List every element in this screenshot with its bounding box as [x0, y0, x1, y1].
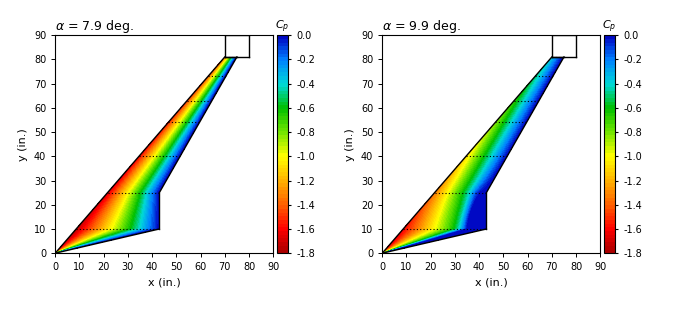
- Text: $\alpha$ = 7.9 deg.: $\alpha$ = 7.9 deg.: [55, 18, 134, 35]
- Title: $C_p$: $C_p$: [602, 19, 617, 35]
- X-axis label: x (in.): x (in.): [475, 278, 508, 288]
- Y-axis label: y (in.): y (in.): [345, 128, 355, 161]
- Text: $\alpha$ = 9.9 deg.: $\alpha$ = 9.9 deg.: [382, 18, 461, 35]
- X-axis label: x (in.): x (in.): [148, 278, 181, 288]
- Title: $C_p$: $C_p$: [275, 19, 290, 35]
- Y-axis label: y (in.): y (in.): [18, 128, 28, 161]
